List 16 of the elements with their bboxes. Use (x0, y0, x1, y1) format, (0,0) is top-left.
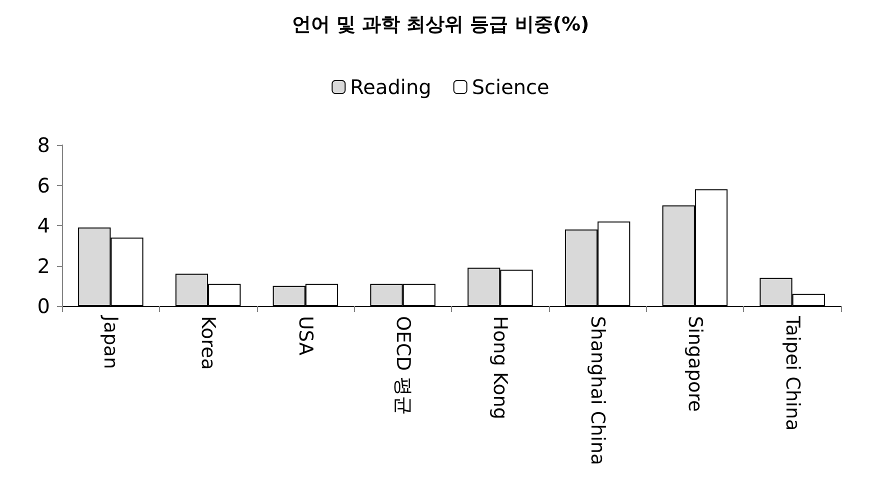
x-tick-label: Korea (197, 316, 220, 370)
y-tick-label: 2 (37, 254, 50, 278)
y-tick-label: 6 (37, 173, 50, 198)
x-tick-label: USA (294, 316, 316, 356)
x-tick-label: Singapore (684, 316, 706, 412)
y-tick-label: 0 (37, 294, 50, 318)
x-tick-label: Hong Kong (489, 316, 512, 420)
x-tick-label: OECD 평균 (392, 316, 414, 415)
legend-label: Reading (350, 75, 432, 99)
legend-label: Science (472, 75, 550, 99)
y-tick-label: 8 (37, 133, 50, 157)
chart-title: 언어 및 과학 최상위 등급 비중(%) (292, 14, 590, 36)
x-tick-label: Taipei China (781, 315, 804, 431)
x-tick-label: Japan (100, 315, 122, 369)
y-tick-label: 4 (37, 214, 50, 238)
x-tick-label: Shanghai China (586, 316, 609, 466)
